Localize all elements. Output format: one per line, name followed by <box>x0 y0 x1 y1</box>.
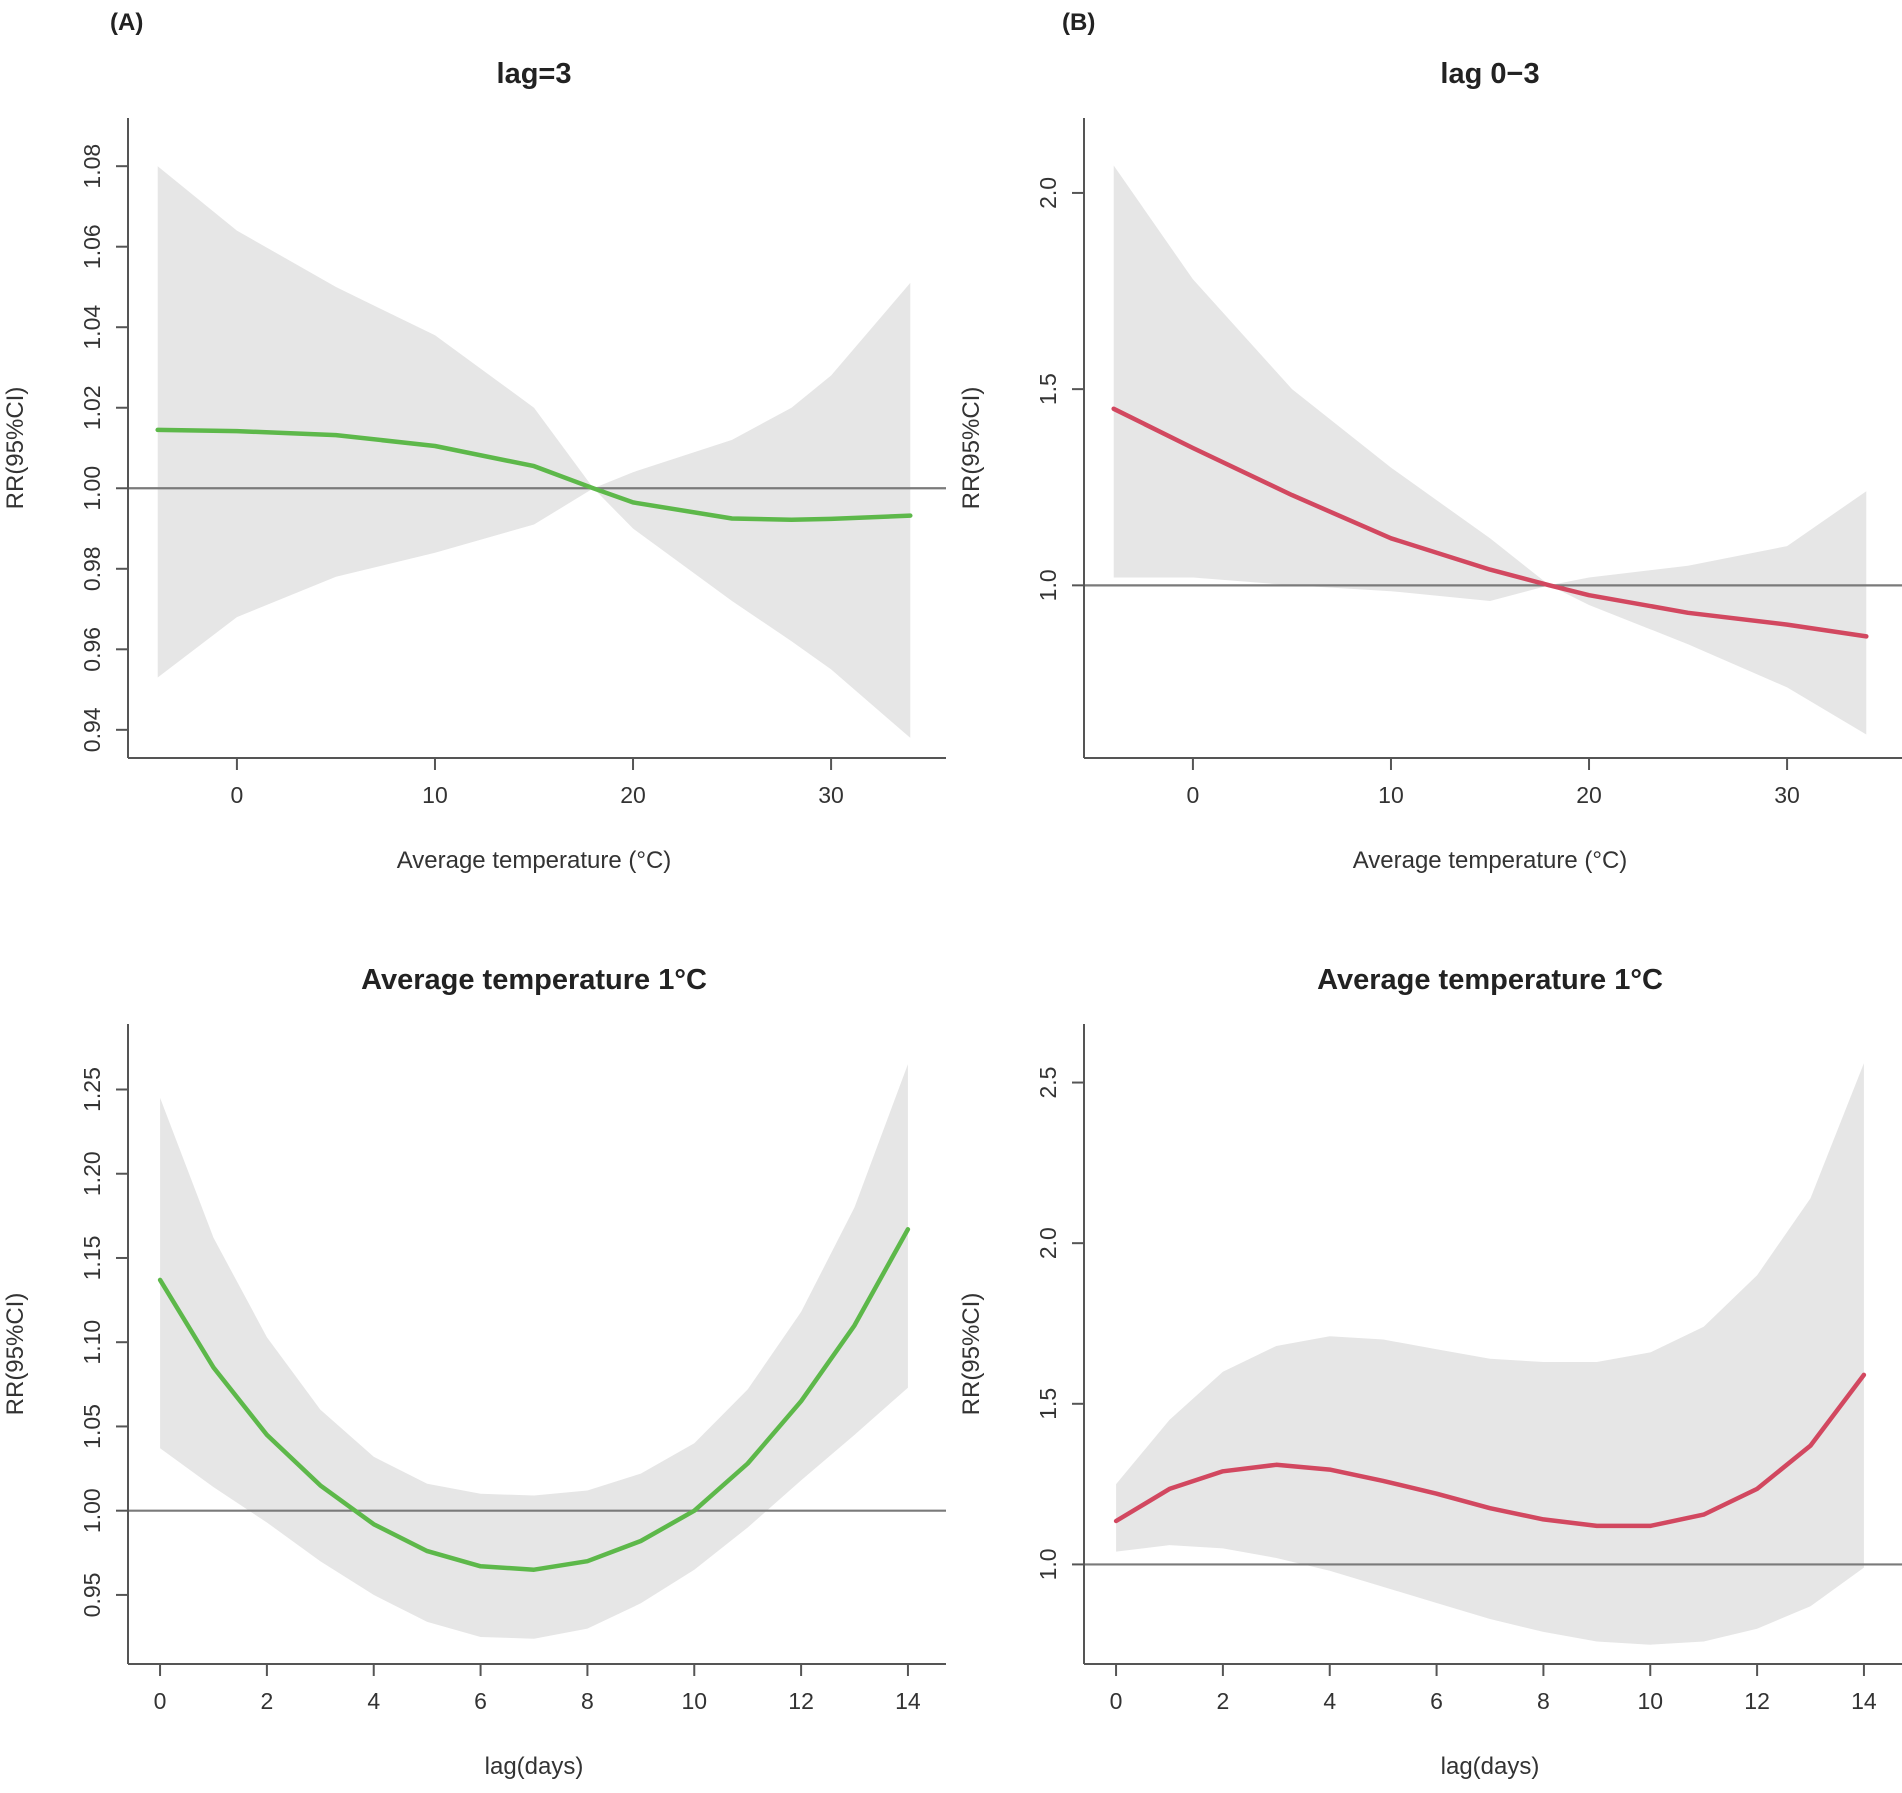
y-tick-label: 0.98 <box>79 546 105 591</box>
rr-line <box>1111 406 1869 639</box>
confidence-band <box>1116 1063 1864 1645</box>
x-tick-label: 4 <box>1323 1688 1336 1714</box>
x-axis-label: Average temperature (°C) <box>1353 847 1628 874</box>
y-tick-label: 1.05 <box>79 1404 105 1449</box>
x-tick-label: 2 <box>260 1688 273 1714</box>
panel-tag-a: (A) <box>110 9 143 36</box>
x-tick-label: 30 <box>818 782 844 808</box>
x-tick-label: 14 <box>895 1688 921 1714</box>
y-tick-label: 1.10 <box>79 1320 105 1365</box>
y-tick-label: 1.00 <box>79 466 105 511</box>
chart-title: lag 0−3 <box>1440 58 1539 90</box>
chart-title: Average temperature 1°C <box>361 964 707 996</box>
panel-tag-b: (B) <box>1062 9 1095 36</box>
charts-group: lag=30 10 20 300.940.960.981.001.021.041.06… <box>2 58 1902 1780</box>
rr-line <box>1113 1372 1867 1529</box>
x-tick-label: 10 <box>422 782 448 808</box>
x-tick-label: 0 <box>231 782 244 808</box>
y-tick-label: 0.95 <box>79 1573 105 1618</box>
chart-A-top: lag=3 0 10 20 30 0.94 0.96 0.98 1.00 1.02 1.04 1.06… <box>2 58 946 874</box>
x-tick-label: 10 <box>1637 1688 1663 1714</box>
y-tick-label: 1.5 <box>1035 1388 1061 1420</box>
y-tick-label: 1.02 <box>79 385 105 430</box>
x-tick-label: 4 <box>367 1688 380 1714</box>
y-axis-label: RR(95%CI) <box>958 387 985 510</box>
y-tick-label: 1.0 <box>1035 569 1061 601</box>
y-tick-label: 1.08 <box>79 144 105 189</box>
confidence-band <box>160 1064 908 1639</box>
y-tick-label: 1.0 <box>1035 1548 1061 1580</box>
x-tick-label: 12 <box>1744 1688 1770 1714</box>
y-tick-label: 1.00 <box>79 1488 105 1533</box>
y-axis-label: RR(95%CI) <box>2 1293 29 1416</box>
y-tick-label: 1.06 <box>79 224 105 269</box>
chart-A-bottom: Average temperature 1°C 0 2 4 6 8 10 12 14 0.95 1.… <box>2 964 946 1780</box>
x-axis-label: lag(days) <box>485 1753 584 1780</box>
y-tick-label: 2.0 <box>1035 1227 1061 1259</box>
rr-line <box>157 1227 911 1572</box>
y-tick-label: 1.5 <box>1035 373 1061 405</box>
x-tick-label: 14 <box>1851 1688 1877 1714</box>
x-tick-label: 20 <box>620 782 646 808</box>
x-axis-label: lag(days) <box>1441 1753 1540 1780</box>
x-tick-label: 20 <box>1576 782 1602 808</box>
y-tick-label: 0.96 <box>79 627 105 672</box>
x-tick-label: 12 <box>788 1688 814 1714</box>
x-tick-label: 8 <box>1537 1688 1550 1714</box>
chart-title: Average temperature 1°C <box>1317 964 1663 996</box>
x-tick-label: 10 <box>1378 782 1404 808</box>
x-tick-label: 8 <box>581 1688 594 1714</box>
x-tick-label: 10 <box>681 1688 707 1714</box>
x-tick-label: 0 <box>1187 782 1200 808</box>
x-tick-label: 30 <box>1774 782 1800 808</box>
chart-B-top: lag 0−3 0 10 20 30 1.0 1.5 2.0 Average temperatu… <box>958 58 1902 874</box>
y-tick-label: 1.15 <box>79 1236 105 1281</box>
y-tick-label: 2.5 <box>1035 1067 1061 1099</box>
x-tick-label: 0 <box>1110 1688 1123 1714</box>
y-tick-label: 0.94 <box>79 707 105 752</box>
x-tick-label: 2 <box>1216 1688 1229 1714</box>
confidence-band <box>1113 165 1867 735</box>
chart-title: lag=3 <box>497 58 572 90</box>
x-axis-label: Average temperature (°C) <box>397 847 672 874</box>
y-tick-label: 1.25 <box>79 1067 105 1112</box>
confidence-band <box>157 166 911 738</box>
y-axis-label: RR(95%CI) <box>958 1293 985 1416</box>
y-axis-label: RR(95%CI) <box>2 387 29 510</box>
y-tick-label: 1.04 <box>79 305 105 350</box>
chart-B-bottom: Average temperature 1°C 0 2 4 6 8 10 12 14 1.0 1.5… <box>958 964 1902 1780</box>
y-tick-label: 1.20 <box>79 1151 105 1196</box>
x-tick-label: 6 <box>474 1688 487 1714</box>
x-tick-label: 6 <box>1430 1688 1443 1714</box>
x-tick-label: 0 <box>154 1688 167 1714</box>
y-tick-label: 2.0 <box>1035 177 1061 209</box>
rr-line <box>155 427 913 522</box>
